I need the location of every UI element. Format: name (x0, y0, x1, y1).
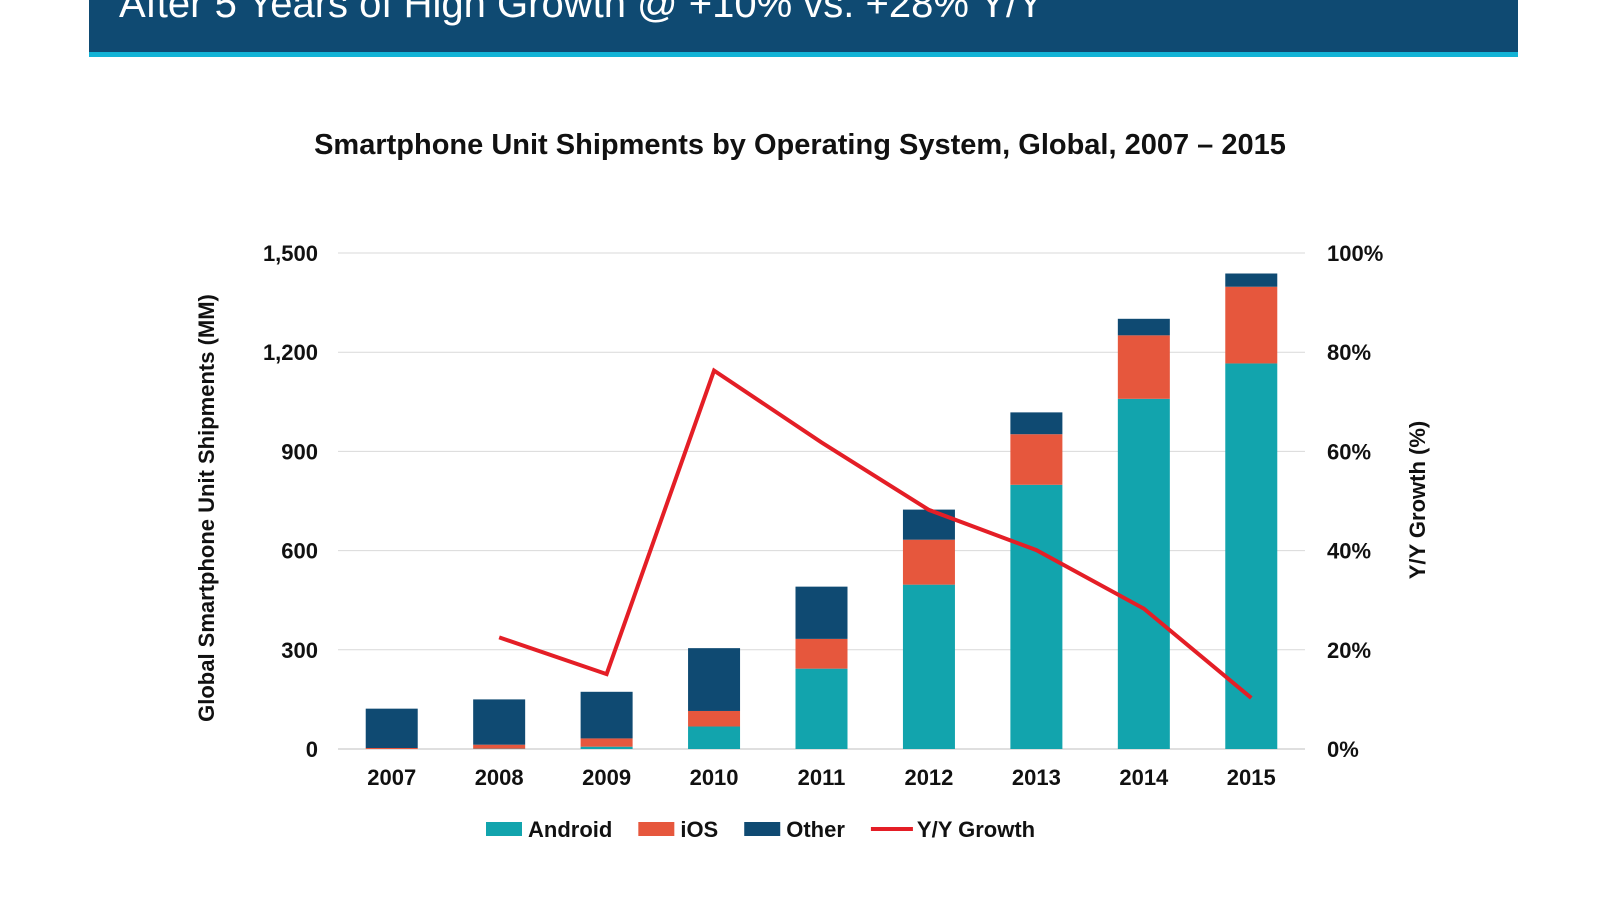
header-band: After 5 Years of High Growth @ +10% vs. … (89, 0, 1518, 57)
legend-swatch-other (744, 822, 781, 836)
bar-other-2014 (1117, 318, 1170, 336)
x-tick-label: 2009 (582, 765, 631, 790)
bar-android-2010 (688, 726, 741, 749)
y-tick-label: 1,500 (263, 241, 318, 266)
x-tick-label: 2015 (1227, 765, 1276, 790)
bar-android-2012 (902, 584, 955, 749)
y2-tick-label: 60% (1327, 439, 1371, 464)
legend-swatch-ios (638, 822, 675, 836)
slide-title: After 5 Years of High Growth @ +10% vs. … (119, 0, 1044, 26)
bar-ios-2007 (365, 748, 418, 749)
bar-ios-2012 (902, 539, 955, 585)
legend-label-other: Other (786, 817, 845, 842)
legend-label-android: Android (528, 817, 612, 842)
y-tick-label: 600 (281, 539, 318, 564)
y2-tick-label: 0% (1327, 737, 1359, 762)
x-tick-label: 2013 (1012, 765, 1061, 790)
legend-swatch-android (486, 822, 522, 836)
bar-ios-2009 (580, 738, 633, 747)
y-tick-label: 300 (281, 638, 318, 663)
bar-ios-2010 (688, 710, 741, 727)
bar-other-2012 (902, 509, 955, 540)
bar-other-2010 (688, 648, 741, 711)
bar-other-2007 (365, 708, 418, 749)
x-tick-label: 2010 (690, 765, 739, 790)
y-tick-label: 1,200 (263, 340, 318, 365)
chart-title: Smartphone Unit Shipments by Operating S… (314, 129, 1286, 161)
y2-tick-label: 40% (1327, 539, 1371, 564)
bar-other-2013 (1010, 412, 1063, 435)
x-tick-label: 2011 (798, 765, 846, 790)
bar-android-2009 (580, 746, 633, 749)
bar-ios-2013 (1010, 434, 1063, 485)
x-tick-label: 2014 (1119, 765, 1169, 790)
bar-other-2011 (795, 586, 848, 639)
bar-ios-2008 (473, 744, 526, 749)
bar-ios-2014 (1117, 335, 1170, 399)
y2-tick-label: 20% (1327, 638, 1371, 663)
y2-tick-label: 80% (1327, 340, 1371, 365)
y2-tick-label: 100% (1327, 241, 1383, 266)
x-tick-label: 2008 (475, 765, 524, 790)
y2-axis-label: Y/Y Growth (%) (1405, 421, 1430, 580)
bar-other-2008 (473, 699, 526, 745)
y-tick-label: 900 (281, 439, 318, 464)
growth-line (498, 367, 1253, 700)
bar-other-2009 (580, 691, 633, 739)
bar-android-2014 (1117, 398, 1170, 749)
y-tick-label: 0 (306, 737, 318, 762)
legend-label-y-y-growth: Y/Y Growth (917, 817, 1035, 842)
legend-label-ios: iOS (680, 817, 718, 842)
x-tick-label: 2007 (367, 765, 416, 790)
y-axis-label: Global Smartphone Unit Shipments (MM) (194, 294, 219, 722)
bar-other-2015 (1225, 273, 1278, 287)
bar-ios-2011 (795, 638, 848, 669)
bar-android-2013 (1010, 484, 1063, 749)
bar-android-2015 (1225, 363, 1278, 749)
x-tick-label: 2012 (904, 765, 953, 790)
bar-ios-2015 (1225, 286, 1278, 364)
bar-android-2011 (795, 668, 848, 749)
